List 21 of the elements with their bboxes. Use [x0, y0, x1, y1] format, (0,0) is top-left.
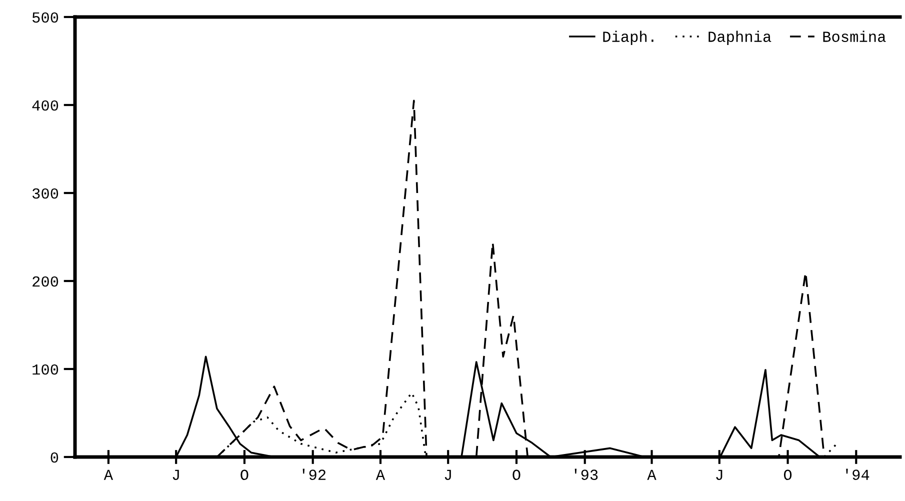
x-tick-label: A — [647, 470, 656, 480]
x-tick-label: '93 — [574, 468, 598, 480]
y-tick-label: 0 — [50, 452, 58, 463]
y-tick-label: 400 — [32, 100, 58, 111]
x-tick-label: J — [716, 470, 722, 480]
y-tick-label: 300 — [32, 188, 58, 199]
x-tick-label: O — [784, 470, 792, 480]
x-tick-label: A — [104, 470, 114, 480]
x-tick-label: O — [512, 470, 520, 480]
legend-label: Daphnia — [708, 30, 772, 45]
x-tick-label: J — [172, 470, 179, 480]
x-tick-label: '92 — [302, 468, 326, 480]
x-tick-label: '94 — [846, 468, 870, 480]
x-tick-label: J — [444, 470, 451, 480]
legend-label: Bosmina — [823, 30, 886, 42]
legend-label: Diaph. — [603, 30, 654, 45]
x-tick-label: O — [240, 470, 248, 480]
y-tick-label: 200 — [32, 276, 58, 287]
y-tick-label: 500 — [32, 12, 58, 23]
y-tick-label: 100 — [32, 364, 58, 375]
x-tick-label: A — [376, 470, 386, 480]
